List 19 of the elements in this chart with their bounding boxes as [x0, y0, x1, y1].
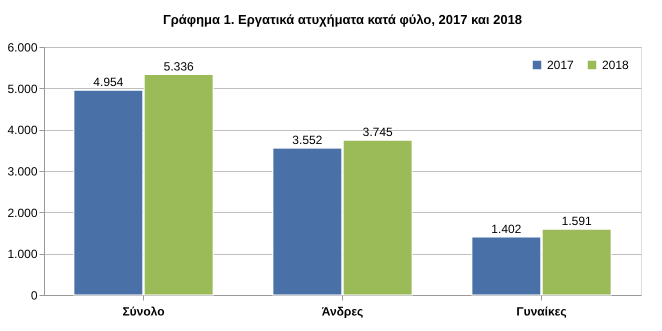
data-label: 1.591: [562, 214, 592, 228]
y-tick-label: 4.000: [7, 123, 38, 138]
x-tick-label: Σύνολο: [122, 304, 165, 318]
y-tick-label: 0: [30, 288, 38, 302]
legend-label: 2018: [602, 58, 630, 72]
x-tick-label: Άνδρες: [322, 304, 364, 318]
y-tick-label: 2.000: [7, 206, 38, 220]
legend-label: 2017: [547, 58, 574, 72]
y-tick-label: 5.000: [7, 82, 38, 96]
y-tick-label: 6.000: [7, 40, 38, 54]
data-label: 5.336: [164, 59, 194, 74]
data-label: 3.552: [292, 133, 323, 148]
data-label: 3.745: [362, 125, 394, 140]
y-tick-label: 1.000: [7, 247, 38, 262]
chart-title: Γράφημα 1. Εργατικά ατυχήματα κατά φύλο, 2017 και 2018: [162, 12, 522, 27]
data-label: 1.402: [491, 222, 522, 236]
y-tick-label: 3.000: [7, 164, 38, 178]
x-tick-label: Γυναίκες: [516, 304, 567, 318]
data-label: 4.954: [93, 75, 124, 90]
